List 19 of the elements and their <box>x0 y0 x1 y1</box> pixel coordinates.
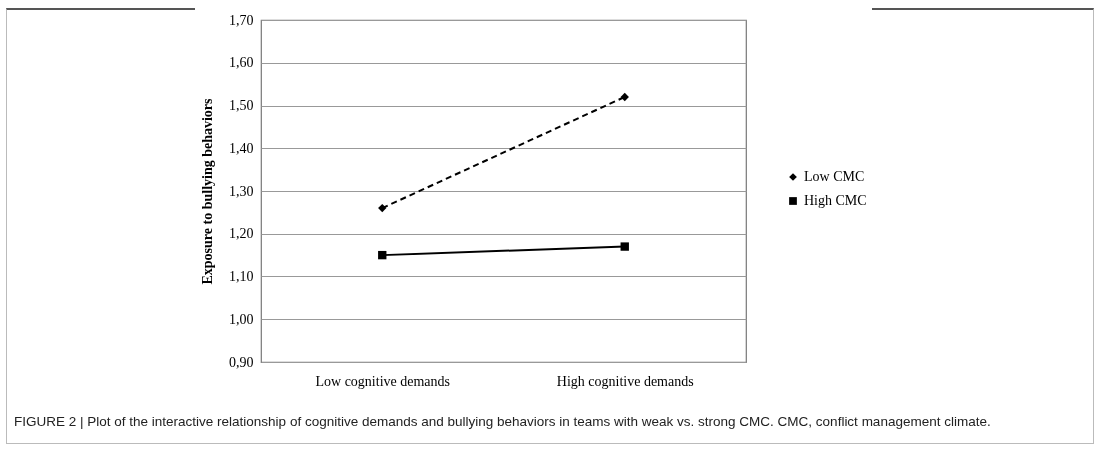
y-tick-label: 1,30 <box>229 183 254 199</box>
y-tick-label: 0,90 <box>229 354 254 370</box>
x-tick-label: Low cognitive demands <box>315 373 451 389</box>
point <box>620 92 629 102</box>
y-tick-label: 1,50 <box>229 98 254 113</box>
point <box>378 250 387 260</box>
y-tick-label: 1,70 <box>229 12 254 28</box>
y-tick-label: 1,60 <box>229 55 254 71</box>
y-tick-label: 1,40 <box>229 140 254 156</box>
y-tick-label: 1,20 <box>229 226 254 242</box>
point <box>378 203 387 213</box>
y-tick-label: 1,00 <box>229 311 254 327</box>
point <box>620 242 629 251</box>
legend-label: Low CMC <box>804 169 865 184</box>
caption: FIGURE 2 | Plot of the interactive relationship of cognitive demands and bullying behaviors in teams with weak vs. strong CMC. CMC, conflict management climate. <box>14 414 992 429</box>
x-tick-label: High cognitive demands <box>556 373 694 389</box>
y-tick-label: 1,10 <box>229 269 254 284</box>
legend-label: High CMC <box>804 193 867 208</box>
y-axis-title: Exposure to bullying behaviors <box>200 97 215 285</box>
